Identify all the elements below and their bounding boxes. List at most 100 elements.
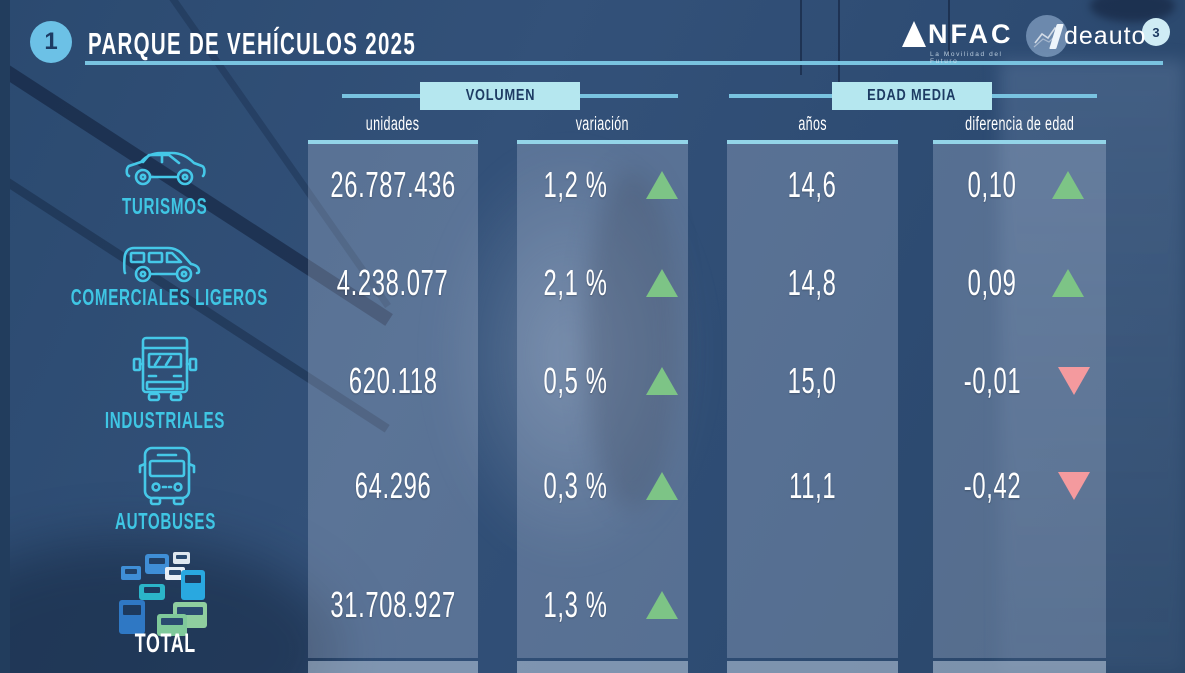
page-title-text: PARQUE DE VEHÍCULOS 2025 [88, 26, 417, 61]
edad-media-group-header: EDAD MEDIA [832, 82, 992, 110]
industriales-diferencia-trend-icon [1058, 367, 1091, 395]
column-underline [308, 140, 478, 144]
autobuses-unidades-cell: 64.296 [308, 456, 478, 516]
total-variacion-trend-icon [646, 591, 679, 619]
suv-green [157, 614, 187, 636]
column-strip-unidades [308, 144, 478, 658]
column-underline [517, 140, 688, 144]
turismos-unidades-cell: 26.787.436 [308, 155, 478, 215]
total-anios-cell [727, 575, 898, 635]
autobuses-label-text: AUTOBUSES [114, 508, 216, 534]
column-strip-variacion [517, 144, 688, 658]
column-strip-bottom [727, 661, 898, 673]
truck-cyan [181, 570, 205, 600]
background-light [1000, 60, 1185, 673]
left-edge-band [0, 0, 10, 673]
anfac-tagline: La Movilidad del Futuro [930, 51, 1003, 65]
turismos-label-text: TURISMOS [122, 193, 208, 219]
car-side-icon [122, 142, 208, 190]
autobuses-anios-cell: 11,1 [727, 456, 898, 516]
car-white [165, 567, 185, 580]
variacion-header-text: variación [575, 114, 630, 135]
van-side-icon [120, 238, 208, 286]
industriales-diferencia-value: -0,01 [963, 360, 1022, 401]
column-strip-bottom [517, 661, 688, 673]
anfac-triangle-icon [902, 21, 926, 47]
turismos-diferencia-value: 0,10 [968, 164, 1017, 205]
volumen-label: VOLUMEN [465, 87, 535, 104]
unidades-header-text: unidades [366, 114, 420, 135]
anfac-logo-text: NFAC [928, 19, 1014, 49]
total-unidades-cell: 31.708.927 [308, 575, 478, 635]
column-header-variacion: variación [517, 112, 688, 138]
turismos-variacion-cell: 1,2 % [517, 155, 688, 215]
row-label-turismos: TURISMOS [20, 193, 310, 220]
lamp-cord [838, 0, 840, 95]
comerciales-variacion-trend-icon [646, 269, 679, 297]
page-number: 3 [1152, 24, 1160, 40]
column-underline [933, 140, 1106, 144]
slide-number-badge: 1 [30, 21, 72, 63]
ideauto-logo-text: deauto [1064, 21, 1147, 50]
ideauto-chart-icon [1026, 15, 1068, 57]
truck-front-icon [132, 334, 198, 404]
row-label-comerciales-ligeros: COMERCIALES LIGEROS [20, 284, 310, 311]
lamp-cord [948, 0, 950, 55]
car-white-small [173, 552, 190, 564]
industriales-label-text: INDUSTRIALES [104, 407, 226, 433]
turismos-unidades-value: 26.787.436 [330, 164, 456, 205]
van-blue [145, 554, 169, 574]
row-label-total: TOTAL [20, 628, 310, 659]
industriales-unidades-value: 620.118 [348, 360, 438, 401]
comerciales-diferencia-trend-icon [1051, 269, 1084, 297]
comerciales-diferencia-cell: 0,09 [933, 253, 1106, 313]
autobuses-variacion-trend-icon [646, 472, 679, 500]
comerciales-unidades-cell: 4.238.077 [308, 253, 478, 313]
industriales-variacion-value: 0,5 % [543, 360, 608, 401]
total-diferencia-cell [933, 575, 1106, 635]
truck-blue [119, 600, 145, 634]
lamp-shade [1090, 0, 1175, 22]
traffic-jam-icon [115, 550, 215, 642]
autobuses-diferencia-cell: -0,42 [933, 456, 1106, 516]
column-header-unidades: unidades [308, 112, 478, 138]
turismos-variacion-trend-icon [646, 171, 679, 199]
column-header-anios: años [727, 112, 898, 138]
page-title: PARQUE DE VEHÍCULOS 2025 [88, 26, 585, 62]
industriales-variacion-trend-icon [646, 367, 679, 395]
autobuses-anios-value: 11,1 [788, 465, 837, 506]
turismos-diferencia-trend-icon [1051, 171, 1084, 199]
column-header-diferencia: diferencia de edad [933, 112, 1106, 138]
anfac-logo: NFAC La Movilidad del Futuro [902, 19, 1014, 65]
autobuses-variacion-cell: 0,3 % [517, 456, 688, 516]
turismos-anios-cell: 14,6 [727, 155, 898, 215]
comerciales-variacion-value: 2,1 % [543, 262, 608, 303]
comerciales-unidades-value: 4.238.077 [337, 262, 449, 303]
anios-header-text: años [798, 114, 827, 135]
column-strip-bottom [933, 661, 1106, 673]
industriales-anios-cell: 15,0 [727, 351, 898, 411]
total-label-text: TOTAL [134, 628, 196, 658]
comerciales-anios-value: 14,8 [788, 262, 837, 303]
title-underline [85, 61, 1163, 65]
column-strip-diferencia [933, 144, 1106, 658]
row-label-industriales: INDUSTRIALES [20, 407, 310, 434]
turismos-diferencia-cell: 0,10 [933, 155, 1106, 215]
industriales-variacion-cell: 0,5 % [517, 351, 688, 411]
total-unidades-value: 31.708.927 [330, 584, 456, 625]
total-variacion-value: 1,3 % [543, 584, 608, 625]
turismos-anios-value: 14,6 [788, 164, 837, 205]
autobuses-variacion-value: 0,3 % [543, 465, 608, 506]
column-underline [727, 140, 898, 144]
row-label-autobuses: AUTOBUSES [20, 508, 310, 535]
industriales-anios-value: 15,0 [788, 360, 837, 401]
column-strip-anios [727, 144, 898, 658]
comerciales-anios-cell: 14,8 [727, 253, 898, 313]
autobuses-unidades-value: 64.296 [354, 465, 432, 506]
autobuses-diferencia-trend-icon [1058, 472, 1091, 500]
lamp-cord [800, 0, 802, 75]
bus-front-icon [136, 444, 198, 508]
industriales-unidades-cell: 620.118 [308, 351, 478, 411]
